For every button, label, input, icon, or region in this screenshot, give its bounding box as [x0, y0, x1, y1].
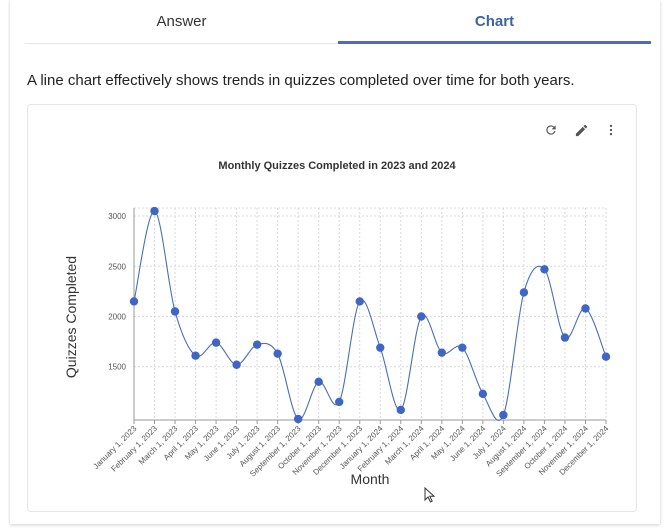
y-axis-ticks: 1500 2000 2500 3000 [108, 212, 126, 372]
grid [133, 207, 607, 420]
series-point [170, 307, 180, 316]
series-point [417, 312, 426, 321]
series-point [499, 410, 508, 420]
series-point [540, 265, 549, 274]
edit-pencil-icon[interactable] [572, 121, 590, 139]
chart-title: Monthly Quizzes Completed in 2023 and 20… [218, 160, 456, 172]
series-point [560, 333, 570, 342]
y-tick-label: 1500 [108, 363, 126, 372]
y-tick-label: 2000 [108, 313, 126, 322]
series-points [129, 206, 611, 424]
more-vertical-icon[interactable] [602, 121, 620, 139]
chart-card [27, 104, 637, 512]
x-axis-title: Month [351, 471, 390, 487]
y-tick-label: 3000 [108, 212, 126, 221]
series-point [335, 397, 344, 407]
series-point [519, 288, 529, 297]
y-axis-title: Quizzes Completed [63, 256, 79, 378]
series-point [314, 377, 323, 387]
chart-toolbar [542, 121, 620, 139]
tab-answer[interactable]: Answer [156, 13, 207, 30]
series-point [273, 349, 282, 358]
series-point [458, 343, 467, 352]
series-point [232, 360, 241, 369]
mouse-pointer-icon [424, 487, 436, 503]
series-point [437, 348, 447, 357]
series-point [211, 338, 221, 347]
chart-description: A line chart effectively shows trends in… [27, 72, 575, 89]
series-point [252, 340, 262, 349]
series-point [355, 297, 364, 306]
series-point [150, 206, 159, 216]
tab-chart[interactable]: Chart [338, 0, 651, 44]
y-tick-label: 2500 [108, 262, 126, 271]
tab-bar: Answer Chart [25, 0, 651, 44]
axes [133, 208, 607, 424]
series-line [133, 210, 607, 421]
series-point [396, 405, 405, 415]
series-point [601, 352, 611, 361]
series-point [129, 297, 139, 306]
series-point [293, 414, 303, 424]
series-point [581, 304, 590, 313]
series-point [376, 343, 385, 352]
series-point [478, 389, 488, 399]
series-point [191, 351, 200, 360]
